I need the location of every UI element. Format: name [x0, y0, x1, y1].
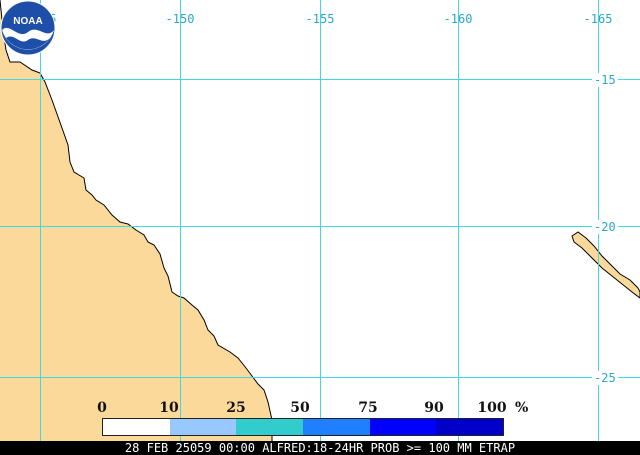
- new-caledonia-landmass: [571, 231, 640, 299]
- legend-label: 90: [424, 400, 444, 416]
- longitude-label: -155: [305, 12, 335, 26]
- legend-swatch: [369, 419, 437, 435]
- longitude-label: -165: [583, 12, 613, 26]
- legend-color-bar: [102, 418, 504, 436]
- footer-caption: 28 FEB 25059 00:00 ALFRED:18-24HR PROB >…: [0, 441, 640, 455]
- latitude-label: -15: [592, 73, 618, 87]
- legend-label: 0: [97, 400, 107, 416]
- legend-swatch: [103, 419, 170, 435]
- legend-swatch: [236, 419, 304, 435]
- graticule: [0, 0, 640, 441]
- legend-label: 10: [159, 400, 179, 416]
- australia-coastline: [0, 0, 273, 441]
- legend-label: 75: [358, 400, 378, 416]
- longitude-label: -160: [443, 12, 473, 26]
- legend-unit: %: [515, 400, 529, 416]
- legend-label: 50: [290, 400, 310, 416]
- legend-swatch: [303, 419, 370, 435]
- legend-swatch: [436, 419, 504, 435]
- noaa-logo-icon: NOAA: [0, 0, 56, 56]
- latitude-label: -20: [592, 220, 618, 234]
- longitude-label: -150: [165, 12, 195, 26]
- australia-landmass: [0, 0, 272, 441]
- latitude-label: -25: [592, 371, 618, 385]
- legend-swatch: [169, 419, 237, 435]
- noaa-logo-text: NOAA: [13, 16, 42, 27]
- legend-label: 100: [477, 400, 507, 416]
- legend-label: 25: [226, 400, 246, 416]
